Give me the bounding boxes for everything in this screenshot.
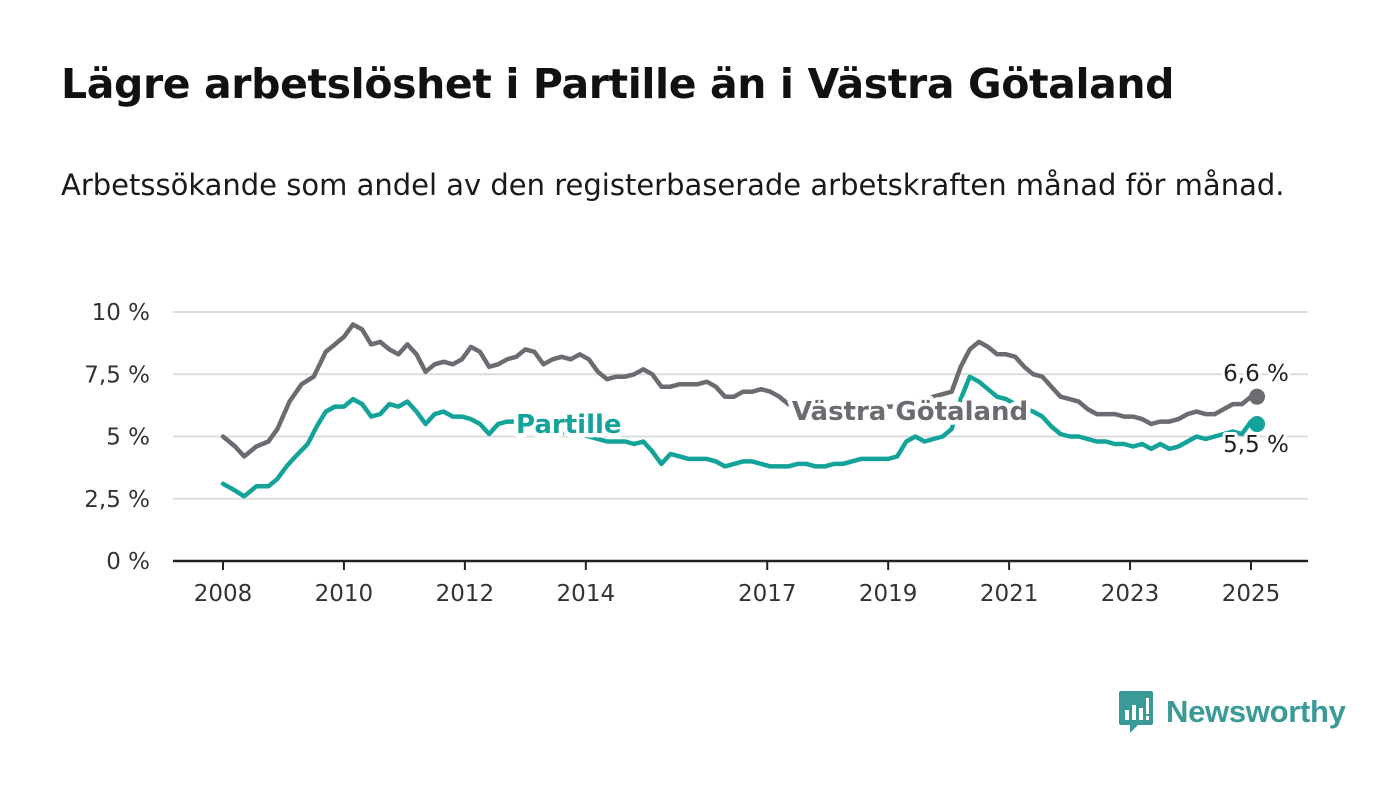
- series-lines: [220, 322, 1260, 499]
- end-marker-partille: [1249, 416, 1266, 433]
- chart-subtitle: Arbetssökande som andel av den registerb…: [61, 168, 1285, 202]
- x-tick-label: 2019: [859, 581, 918, 607]
- series-line-västra-götaland: [220, 322, 1260, 459]
- brand-name: Newsworthy: [1166, 694, 1346, 729]
- grid-lines: [173, 311, 1308, 500]
- x-tick-label: 2010: [315, 581, 374, 607]
- y-tick-label: 5 %: [106, 425, 150, 451]
- end-label-vastra-gotaland: 6,6 %: [1223, 361, 1289, 387]
- series-labels: Västra Götaland Partille 6,6 % 5,5 %: [512, 358, 1292, 461]
- x-tick-label: 2021: [980, 581, 1039, 607]
- series-label-vastra-gotaland: Västra Götaland: [792, 397, 1028, 427]
- series-label-partille: Partille: [516, 410, 622, 440]
- x-tick-label: 2017: [738, 581, 797, 607]
- page-title: Lägre arbetslöshet i Partille än i Västr…: [61, 60, 1175, 108]
- x-tick-label: 2012: [436, 581, 495, 607]
- series-line-partille: [220, 374, 1260, 499]
- end-marker-vastra-gotaland: [1249, 388, 1266, 405]
- x-tick-label: 2025: [1222, 581, 1281, 607]
- y-tick-label: 0 %: [106, 549, 150, 575]
- x-tick-label: 2014: [557, 581, 616, 607]
- end-label-partille: 5,5 %: [1223, 432, 1289, 458]
- y-tick-label: 2,5 %: [84, 487, 150, 513]
- x-axis: 2008 2010 2012 2014 2017 2019 2021 2023 2025: [173, 559, 1308, 607]
- y-tick-label: 7,5 %: [84, 362, 150, 388]
- newsworthy-logo-icon: [1119, 691, 1153, 733]
- x-tick-label: 2023: [1101, 581, 1160, 607]
- newsworthy-logo: Newsworthy: [1118, 690, 1346, 734]
- y-tick-label: 10 %: [92, 300, 150, 326]
- y-axis-labels: 0 % 2,5 % 5 % 7,5 % 10 %: [84, 300, 150, 575]
- x-tick-label: 2008: [194, 581, 253, 607]
